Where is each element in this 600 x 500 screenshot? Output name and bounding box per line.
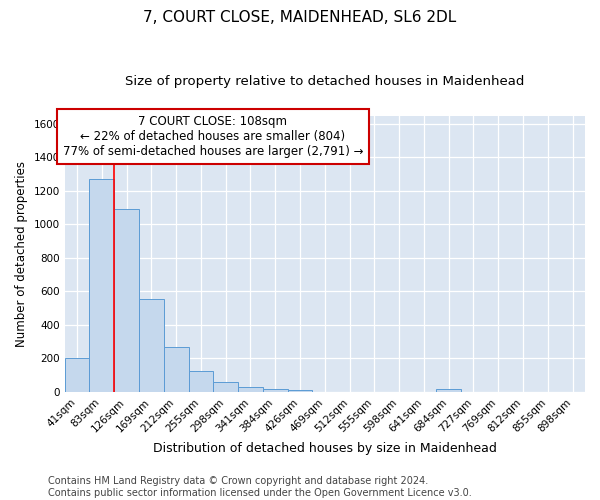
Bar xyxy=(114,208,139,392)
Text: 7, COURT CLOSE, MAIDENHEAD, SL6 2DL: 7, COURT CLOSE, MAIDENHEAD, SL6 2DL xyxy=(143,10,457,25)
Bar xyxy=(139,299,164,392)
Y-axis label: Number of detached properties: Number of detached properties xyxy=(15,161,28,347)
Bar xyxy=(164,346,188,392)
X-axis label: Distribution of detached houses by size in Maidenhead: Distribution of detached houses by size … xyxy=(153,442,497,455)
Bar xyxy=(287,390,313,392)
Bar xyxy=(436,388,461,392)
Text: Contains HM Land Registry data © Crown copyright and database right 2024.
Contai: Contains HM Land Registry data © Crown c… xyxy=(48,476,472,498)
Bar xyxy=(214,382,238,392)
Bar xyxy=(238,387,263,392)
Text: 7 COURT CLOSE: 108sqm
← 22% of detached houses are smaller (804)
77% of semi-det: 7 COURT CLOSE: 108sqm ← 22% of detached … xyxy=(63,115,363,158)
Bar xyxy=(89,179,114,392)
Title: Size of property relative to detached houses in Maidenhead: Size of property relative to detached ho… xyxy=(125,75,524,88)
Bar xyxy=(263,388,287,392)
Bar xyxy=(65,358,89,392)
Bar xyxy=(188,371,214,392)
